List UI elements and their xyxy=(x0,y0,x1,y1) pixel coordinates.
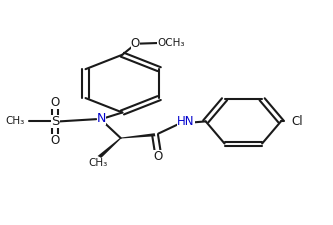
Text: N: N xyxy=(97,112,106,125)
Text: CH₃: CH₃ xyxy=(89,158,108,167)
Text: O: O xyxy=(153,151,162,163)
Text: S: S xyxy=(51,115,60,128)
Text: O: O xyxy=(51,96,60,108)
Polygon shape xyxy=(121,133,156,139)
Polygon shape xyxy=(98,138,121,158)
Text: Cl: Cl xyxy=(291,115,303,128)
Text: O: O xyxy=(51,134,60,147)
Text: O: O xyxy=(131,37,140,50)
Text: HN: HN xyxy=(177,115,195,128)
Text: OCH₃: OCH₃ xyxy=(157,38,184,48)
Text: CH₃: CH₃ xyxy=(6,116,25,126)
